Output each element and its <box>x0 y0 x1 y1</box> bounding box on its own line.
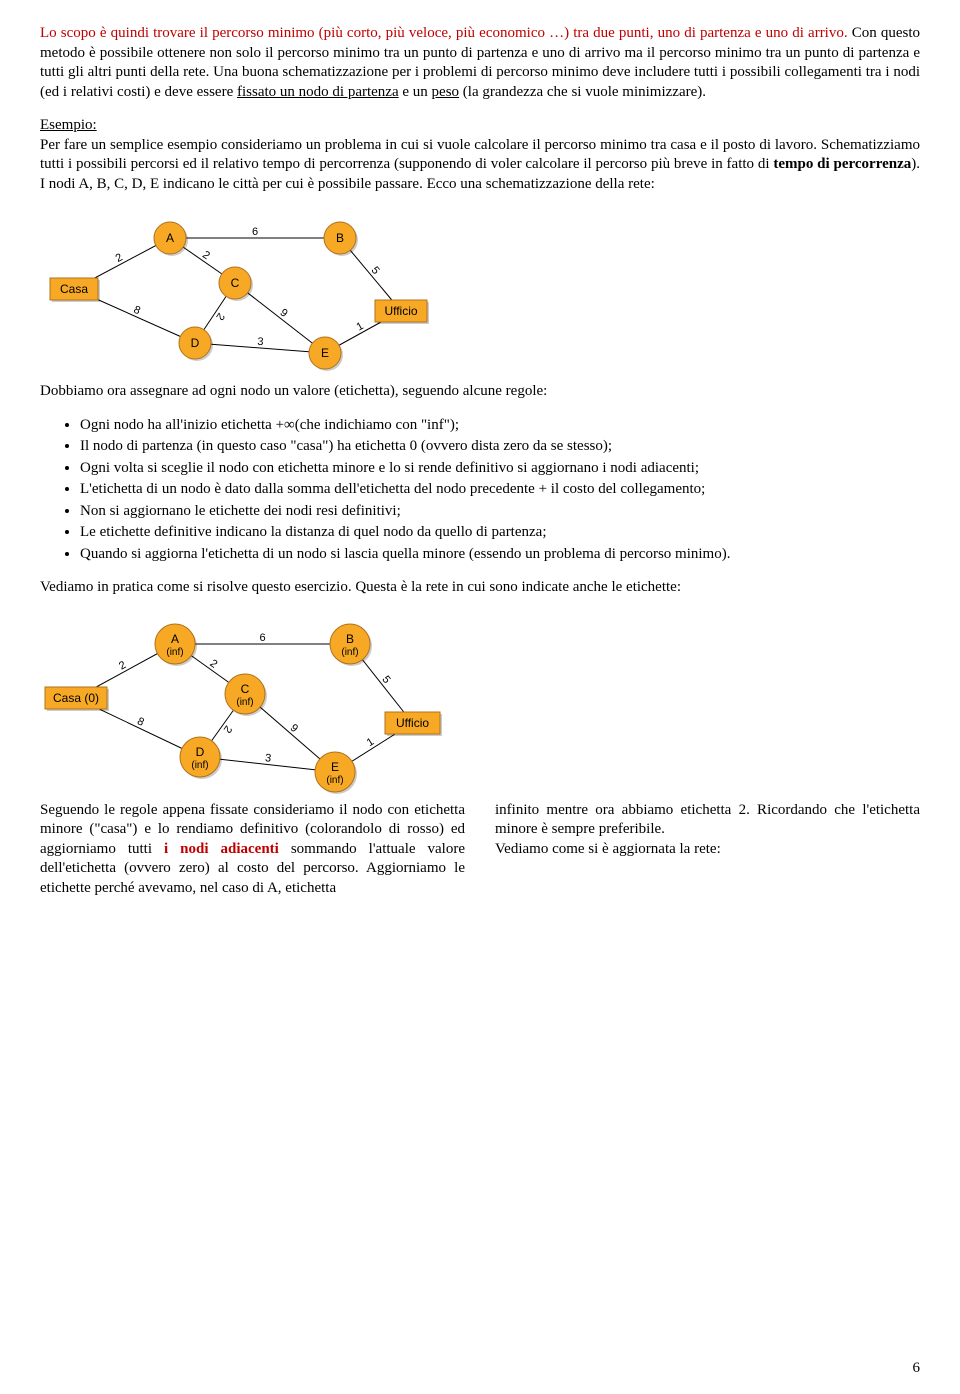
after-list-text: Vediamo in pratica come si risolve quest… <box>40 578 920 598</box>
after-graph1-text: Dobbiamo ora assegnare ad ogni nodo un v… <box>40 382 920 402</box>
intro-red-text: Lo scopo è quindi trovare il percorso mi… <box>40 25 848 41</box>
two-column-layout: Seguendo le regole appena fissate consid… <box>40 801 920 913</box>
svg-text:8: 8 <box>135 715 146 728</box>
svg-text:(inf): (inf) <box>341 647 358 658</box>
svg-text:C: C <box>241 682 250 696</box>
network-graph-1: 282629351CasaACDBEUfficio <box>40 208 920 378</box>
network-graph-2: 282629351Casa (0)A(inf)C(inf)D(inf)B(inf… <box>40 612 920 797</box>
svg-text:8: 8 <box>132 304 142 317</box>
list-item: L'etichetta di un nodo è dato dalla somm… <box>80 480 920 500</box>
svg-text:Casa (0): Casa (0) <box>53 691 99 705</box>
list-item: Non si aggiornano le etichette dei nodi … <box>80 502 920 522</box>
svg-text:D: D <box>196 745 205 759</box>
svg-text:6: 6 <box>259 632 265 644</box>
svg-text:2: 2 <box>114 251 125 264</box>
list-item: Ogni volta si sceglie il nodo con etiche… <box>80 459 920 479</box>
svg-text:E: E <box>321 346 329 360</box>
svg-text:B: B <box>336 231 344 245</box>
rules-list: Ogni nodo ha all'inizio etichetta +∞(che… <box>40 416 920 565</box>
svg-text:Ufficio: Ufficio <box>384 304 417 318</box>
svg-text:B: B <box>346 632 354 646</box>
svg-text:D: D <box>191 336 200 350</box>
esempio-label: Esempio: <box>40 117 97 133</box>
list-item: Il nodo di partenza (in questo caso "cas… <box>80 437 920 457</box>
col1-text: Seguendo le regole appena fissate consid… <box>40 801 465 899</box>
svg-text:C: C <box>231 276 240 290</box>
list-item: Ogni nodo ha all'inizio etichetta +∞(che… <box>80 416 920 436</box>
esempio-paragraph: Esempio:Per fare un semplice esempio con… <box>40 116 920 194</box>
svg-text:A: A <box>171 632 179 646</box>
list-item: Quando si aggiorna l'etichetta di un nod… <box>80 545 920 565</box>
svg-text:E: E <box>331 760 339 774</box>
svg-text:Casa: Casa <box>60 282 88 296</box>
column-right: infinito mentre ora abbiamo etichetta 2.… <box>495 801 920 913</box>
svg-text:6: 6 <box>252 226 258 238</box>
intro-paragraph: Lo scopo è quindi trovare il percorso mi… <box>40 24 920 102</box>
svg-text:Ufficio: Ufficio <box>396 716 429 730</box>
page-number: 6 <box>913 1359 921 1379</box>
svg-text:(inf): (inf) <box>166 647 183 658</box>
svg-text:3: 3 <box>264 752 271 765</box>
col2-text: infinito mentre ora abbiamo etichetta 2.… <box>495 801 920 860</box>
svg-text:(inf): (inf) <box>326 775 343 786</box>
column-left: Seguendo le regole appena fissate consid… <box>40 801 465 913</box>
list-item: Le etichette definitive indicano la dist… <box>80 523 920 543</box>
infinity-symbol: +∞ <box>276 417 295 433</box>
svg-text:(inf): (inf) <box>191 760 208 771</box>
svg-text:(inf): (inf) <box>236 697 253 708</box>
svg-text:A: A <box>166 231 174 245</box>
svg-text:3: 3 <box>257 336 264 348</box>
